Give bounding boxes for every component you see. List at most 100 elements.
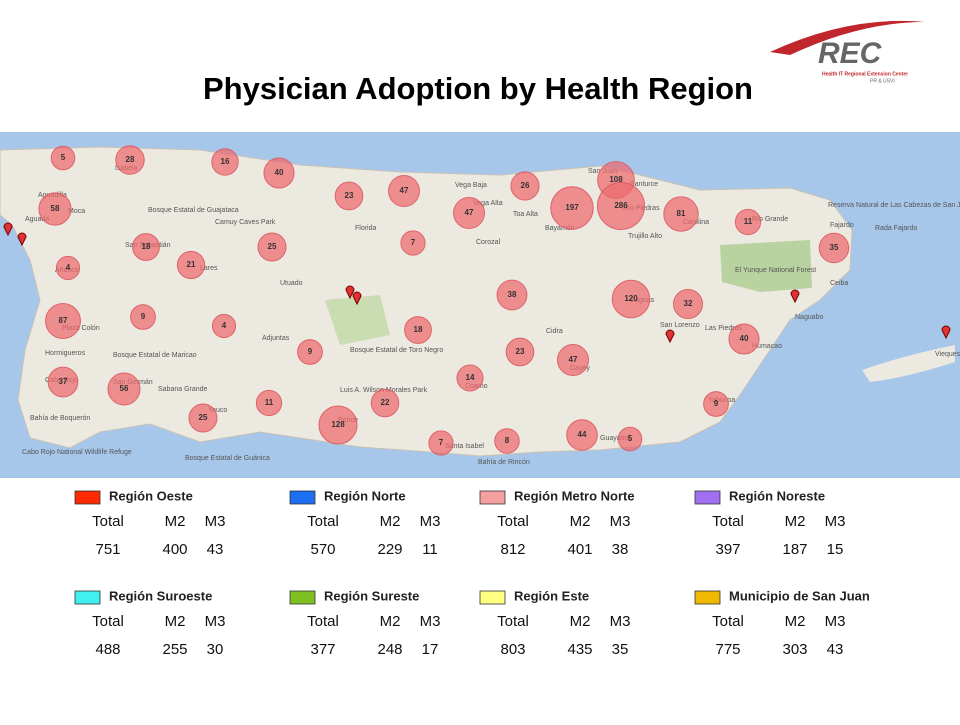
adoption-bubble — [400, 230, 426, 256]
bubble-label: 7 — [411, 238, 416, 247]
column-header: M2 — [570, 613, 591, 630]
column-header: Total — [712, 513, 744, 530]
region-swatch — [74, 590, 101, 605]
column-header: M2 — [570, 513, 591, 530]
adoption-bubble — [188, 403, 218, 433]
map-pin — [345, 285, 355, 300]
place-label: Bosque Estatal de Maricao — [113, 352, 197, 359]
adoption-bubble — [617, 426, 643, 452]
bubble-label: 286 — [614, 201, 628, 210]
bubble-label: 44 — [578, 430, 587, 439]
region-value: 43 — [207, 541, 224, 558]
column-header: M2 — [380, 513, 401, 530]
region-value: 43 — [827, 641, 844, 658]
region-name: Región Noreste — [729, 488, 825, 503]
logo-line: Health IT Regional Extension Center — [822, 71, 908, 77]
bubble-label: 38 — [508, 290, 517, 299]
bubble-label: 40 — [275, 168, 284, 177]
place-label: Corozal — [476, 239, 501, 246]
bubble-label: 16 — [221, 157, 230, 166]
place-label: Bahía de Boquerón — [30, 415, 90, 422]
region-swatch — [694, 490, 721, 505]
region-swatch — [289, 590, 316, 605]
place-label: Naguabo — [795, 314, 824, 321]
place-label: Cidra — [546, 328, 563, 335]
place-label: Fajardo — [830, 222, 854, 229]
bubble-label: 9 — [141, 312, 146, 321]
place-label: Las Piedras — [705, 325, 742, 332]
bubble-label: 7 — [439, 438, 444, 447]
place-label: Hormigueros — [45, 350, 86, 357]
map-pin — [3, 222, 13, 237]
column-header: M3 — [420, 513, 441, 530]
region-value: 775 — [715, 641, 740, 658]
bubble-label: 14 — [466, 373, 475, 382]
region-value: 30 — [207, 641, 224, 658]
bubble-label: 81 — [677, 209, 686, 218]
map-pin — [941, 325, 951, 340]
bubble-label: 4 — [66, 263, 71, 272]
logo-line: PR & USVI — [870, 78, 895, 84]
adoption-bubble — [596, 181, 646, 231]
region-value: 401 — [567, 541, 592, 558]
adoption-bubble — [566, 419, 598, 451]
adoption-bubble — [255, 389, 283, 417]
region-value: 803 — [500, 641, 525, 658]
adoption-bubble — [557, 344, 589, 376]
column-header: M3 — [825, 613, 846, 630]
bubble-label: 25 — [268, 242, 277, 251]
place-label: Reserva Natural de Las Cabezas de San Ju… — [828, 202, 960, 209]
place-label: Florida — [355, 225, 377, 232]
place-label: Santurce — [630, 181, 658, 188]
adoption-bubble — [505, 337, 535, 367]
place-label: Río Grande — [752, 216, 788, 223]
bubble-label: 28 — [126, 155, 135, 164]
logo-name: REC — [818, 37, 883, 70]
place-label: Guayama — [600, 435, 630, 442]
bubble-label: 35 — [830, 243, 839, 252]
place-label: Santa Isabel — [445, 443, 484, 450]
column-header: Total — [712, 613, 744, 630]
region-name: Región Sureste — [324, 588, 419, 603]
bubble-label: 9 — [714, 399, 719, 408]
bubble-label: 32 — [684, 299, 693, 308]
region-name: Región Este — [514, 588, 589, 603]
bubble-label: 47 — [465, 208, 474, 217]
place-label: Trujillo Alto — [628, 233, 662, 240]
bubble-label: 47 — [569, 355, 578, 364]
place-label: Moca — [68, 208, 85, 215]
place-label: El Yunque National Forest — [735, 267, 816, 274]
adoption-bubble — [456, 364, 484, 392]
region-name: Región Metro Norte — [514, 488, 635, 503]
region-value: 303 — [782, 641, 807, 658]
region-swatch — [479, 590, 506, 605]
region-name: Municipio de San Juan — [729, 588, 870, 603]
adoption-bubble — [818, 232, 850, 264]
place-label: San Lorenzo — [660, 322, 700, 329]
column-header: M3 — [420, 613, 441, 630]
region-swatch — [289, 490, 316, 505]
column-header: M3 — [205, 613, 226, 630]
bubble-label: 108 — [609, 175, 623, 184]
place-label: Bosque Estatal de Guánica — [185, 455, 270, 462]
adoption-bubble — [297, 339, 323, 365]
adoption-bubble — [211, 148, 239, 176]
bubble-label: 21 — [187, 260, 196, 269]
region-value: 377 — [310, 641, 335, 658]
place-label: Yauco — [208, 407, 227, 414]
forest — [325, 295, 390, 345]
adoption-bubble — [132, 233, 160, 261]
region-value: 255 — [162, 641, 187, 658]
region-value: 488 — [95, 641, 120, 658]
adoption-bubble — [370, 388, 400, 418]
column-header: Total — [307, 613, 339, 630]
column-header: Total — [307, 513, 339, 530]
map-pin — [665, 329, 675, 344]
adoption-bubble — [703, 391, 729, 417]
region-swatch — [74, 490, 101, 505]
region-value: 38 — [612, 541, 629, 558]
column-header: Total — [497, 513, 529, 530]
region-swatch — [479, 490, 506, 505]
region-value: 17 — [422, 641, 439, 658]
adoption-bubble — [318, 405, 358, 445]
